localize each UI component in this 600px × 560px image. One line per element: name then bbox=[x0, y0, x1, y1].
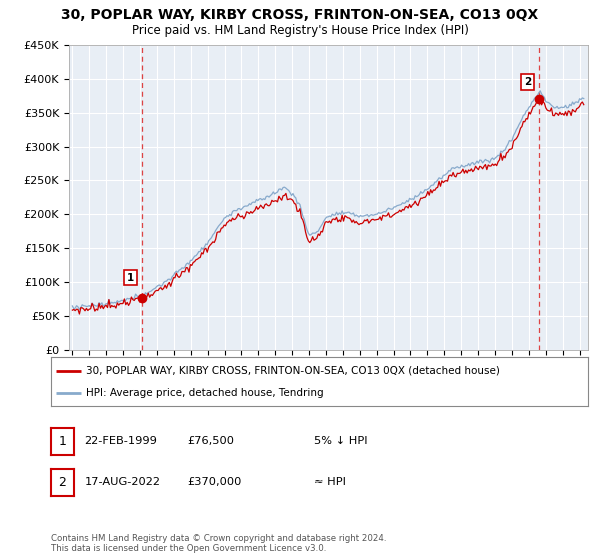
Text: Contains HM Land Registry data © Crown copyright and database right 2024.
This d: Contains HM Land Registry data © Crown c… bbox=[51, 534, 386, 553]
Text: 30, POPLAR WAY, KIRBY CROSS, FRINTON-ON-SEA, CO13 0QX: 30, POPLAR WAY, KIRBY CROSS, FRINTON-ON-… bbox=[61, 8, 539, 22]
Text: £370,000: £370,000 bbox=[188, 477, 242, 487]
Text: £76,500: £76,500 bbox=[188, 436, 235, 446]
Text: ≈ HPI: ≈ HPI bbox=[314, 477, 346, 487]
Text: 2: 2 bbox=[58, 475, 67, 489]
Text: HPI: Average price, detached house, Tendring: HPI: Average price, detached house, Tend… bbox=[86, 388, 323, 398]
Text: 1: 1 bbox=[58, 435, 67, 448]
Text: 1: 1 bbox=[127, 273, 134, 283]
Text: 17-AUG-2022: 17-AUG-2022 bbox=[85, 477, 161, 487]
Text: 30, POPLAR WAY, KIRBY CROSS, FRINTON-ON-SEA, CO13 0QX (detached house): 30, POPLAR WAY, KIRBY CROSS, FRINTON-ON-… bbox=[86, 366, 500, 376]
Text: Price paid vs. HM Land Registry's House Price Index (HPI): Price paid vs. HM Land Registry's House … bbox=[131, 24, 469, 36]
Text: 22-FEB-1999: 22-FEB-1999 bbox=[85, 436, 157, 446]
Text: 2: 2 bbox=[524, 77, 531, 87]
Text: 5% ↓ HPI: 5% ↓ HPI bbox=[314, 436, 367, 446]
